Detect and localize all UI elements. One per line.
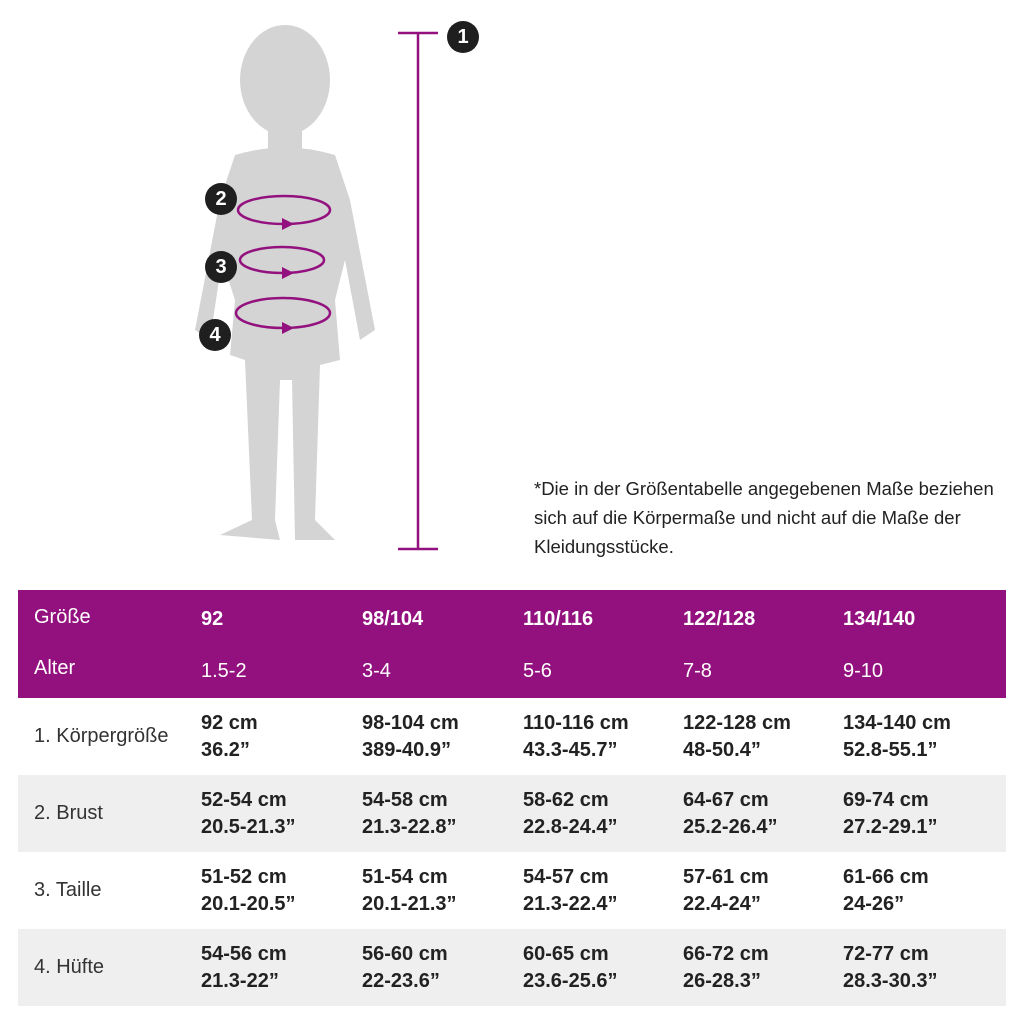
- cm-value: 51-54 cm: [362, 866, 448, 888]
- inch-value: 28.3-30.3”: [843, 970, 938, 992]
- cm-value: 60-65 cm: [523, 943, 609, 965]
- measurement-cell: 72-77 cm 28.3-30.3”: [843, 941, 938, 995]
- cm-value: 92 cm: [201, 712, 258, 734]
- measurement-cell: 110-116 cm 43.3-45.7”: [523, 710, 629, 764]
- inch-value: 20.1-20.5”: [201, 893, 296, 915]
- measurement-cell: 69-74 cm 27.2-29.1”: [843, 787, 938, 841]
- measurement-cell: 58-62 cm 22.8-24.4”: [523, 787, 618, 841]
- cm-value: 122-128 cm: [683, 712, 791, 734]
- row-label: 4. Hüfte: [34, 956, 105, 978]
- table-row: 3. Taille 51-52 cm 20.1-20.5” 51-54 cm 20.1-…: [18, 852, 1006, 929]
- measurement-cell: 54-56 cm 21.3-22”: [201, 941, 287, 995]
- child-silhouette-icon: [195, 25, 438, 551]
- measurement-cell: 61-66 cm 24-26”: [843, 864, 929, 918]
- size-row: Größe 92 98/104 110/116 122/128 134/140: [18, 606, 1006, 636]
- cm-value: 64-67 cm: [683, 789, 769, 811]
- inch-value: 389-40.9”: [362, 739, 451, 761]
- inch-value: 24-26”: [843, 893, 905, 915]
- row-label: 3. Taille: [34, 879, 102, 901]
- inch-value: 21.3-22.4”: [523, 893, 618, 915]
- inch-value: 27.2-29.1”: [843, 816, 938, 838]
- inch-value: 20.1-21.3”: [362, 893, 457, 915]
- measurement-cell: 64-67 cm 25.2-26.4”: [683, 787, 778, 841]
- cm-value: 57-61 cm: [683, 866, 769, 888]
- row-label: 1. Körpergröße: [34, 725, 169, 747]
- age-value: 1.5-2: [201, 660, 247, 682]
- table-row: 4. Hüfte 54-56 cm 21.3-22” 56-60 cm 22-23.6”…: [18, 929, 1006, 1006]
- measurement-cell: 122-128 cm 48-50.4”: [683, 710, 791, 764]
- table-row: 1. Körpergröße 92 cm 36.2” 98-104 cm 389-40.…: [18, 698, 1006, 775]
- cm-value: 98-104 cm: [362, 712, 459, 734]
- inch-value: 22.4-24”: [683, 893, 761, 915]
- size-110-116: 110/116: [523, 608, 594, 630]
- cm-value: 56-60 cm: [362, 943, 448, 965]
- age-value: 5-6: [523, 660, 552, 682]
- badge-3: 3: [205, 251, 237, 283]
- cm-value: 134-140 cm: [843, 712, 951, 734]
- table-row: 2. Brust 52-54 cm 20.5-21.3” 54-58 cm 21.3-2…: [18, 775, 1006, 852]
- inch-value: 43.3-45.7”: [523, 739, 618, 761]
- inch-value: 22.8-24.4”: [523, 816, 618, 838]
- measurement-cell: 54-57 cm 21.3-22.4”: [523, 864, 618, 918]
- size-122-128: 122/128: [683, 608, 756, 630]
- inch-value: 36.2”: [201, 739, 250, 761]
- measurement-cell: 60-65 cm 23.6-25.6”: [523, 941, 618, 995]
- badge-2: 2: [205, 183, 237, 215]
- inch-value: 22-23.6”: [362, 970, 440, 992]
- size-98-104: 98/104: [362, 608, 424, 630]
- measurement-cell: 66-72 cm 26-28.3”: [683, 941, 769, 995]
- age-label: Alter: [34, 657, 76, 679]
- measurement-cell: 57-61 cm 22.4-24”: [683, 864, 769, 918]
- cm-value: 54-57 cm: [523, 866, 609, 888]
- cm-value: 51-52 cm: [201, 866, 287, 888]
- measurement-cell: 56-60 cm 22-23.6”: [362, 941, 448, 995]
- cm-value: 66-72 cm: [683, 943, 769, 965]
- table-header: Größe 92 98/104 110/116 122/128 134/140 …: [18, 590, 1006, 698]
- age-value: 7-8: [683, 660, 712, 682]
- measurement-cell: 54-58 cm 21.3-22.8”: [362, 787, 457, 841]
- measurement-cell: 51-52 cm 20.1-20.5”: [201, 864, 296, 918]
- cm-value: 52-54 cm: [201, 789, 287, 811]
- cm-value: 72-77 cm: [843, 943, 929, 965]
- cm-value: 58-62 cm: [523, 789, 609, 811]
- cm-value: 61-66 cm: [843, 866, 929, 888]
- age-value: 3-4: [362, 660, 391, 682]
- inch-value: 20.5-21.3”: [201, 816, 296, 838]
- cm-value: 54-58 cm: [362, 789, 448, 811]
- cm-value: 110-116 cm: [523, 712, 629, 734]
- measurement-cell: 98-104 cm 389-40.9”: [362, 710, 459, 764]
- cm-value: 54-56 cm: [201, 943, 287, 965]
- inch-value: 23.6-25.6”: [523, 970, 618, 992]
- inch-value: 52.8-55.1”: [843, 739, 938, 761]
- measurement-figure: 1 2 3 4: [195, 21, 479, 551]
- cm-value: 69-74 cm: [843, 789, 929, 811]
- inch-value: 48-50.4”: [683, 739, 761, 761]
- inch-value: 25.2-26.4”: [683, 816, 778, 838]
- size-label: Größe: [34, 606, 91, 628]
- badge-4: 4: [199, 319, 231, 351]
- size-92: 92: [201, 608, 224, 630]
- measurement-cell: 92 cm 36.2”: [201, 710, 258, 764]
- row-label: 2. Brust: [34, 802, 103, 824]
- measurement-cell: 52-54 cm 20.5-21.3”: [201, 787, 296, 841]
- inch-value: 26-28.3”: [683, 970, 761, 992]
- inch-value: 21.3-22”: [201, 970, 279, 992]
- measurement-cell: 134-140 cm 52.8-55.1”: [843, 710, 951, 764]
- age-row: Alter 1.5-2 3-4 5-6 7-8 9-10: [18, 657, 1006, 687]
- disclaimer-note: *Die in der Größentabelle angegebenen Ma…: [534, 478, 994, 557]
- size-134-140: 134/140: [843, 608, 916, 630]
- age-value: 9-10: [843, 660, 884, 682]
- inch-value: 21.3-22.8”: [362, 816, 457, 838]
- measurement-cell: 51-54 cm 20.1-21.3”: [362, 864, 457, 918]
- badge-1: 1: [447, 21, 479, 53]
- size-table: Größe 92 98/104 110/116 122/128 134/140 …: [18, 590, 1006, 1006]
